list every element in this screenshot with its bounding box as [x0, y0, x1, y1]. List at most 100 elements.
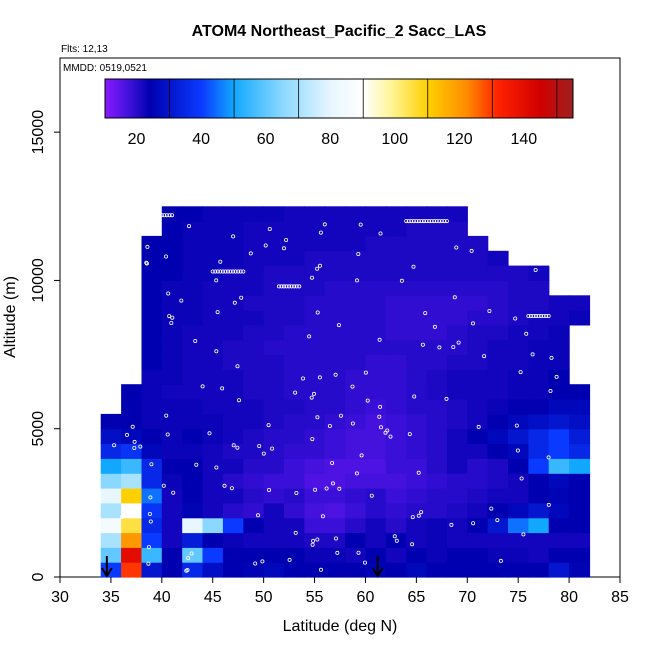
heatmap-cell — [345, 443, 367, 459]
track-point — [432, 219, 437, 224]
track-point — [495, 518, 500, 523]
x-tick-label: 50 — [255, 589, 273, 606]
track-point — [411, 264, 416, 269]
heatmap-cell — [406, 280, 428, 296]
track-point — [132, 439, 137, 444]
heatmap-cell — [446, 265, 468, 281]
track-point — [159, 213, 164, 218]
heatmap-cell — [508, 399, 529, 415]
heatmap-cell — [121, 399, 143, 415]
heatmap-cell — [243, 354, 265, 370]
heatmap-cell — [263, 384, 285, 400]
heatmap-cell — [569, 517, 591, 534]
heatmap-cell — [385, 473, 407, 489]
heatmap-cell — [385, 547, 407, 563]
heatmap-cell — [385, 250, 407, 267]
heatmap-cell — [141, 473, 163, 489]
track-point — [318, 230, 323, 235]
track-point — [419, 510, 424, 515]
heatmap-cell — [365, 339, 387, 356]
track-point — [315, 415, 320, 420]
heatmap-cell — [426, 310, 448, 326]
heatmap-cell — [324, 562, 346, 578]
heatmap-cell — [243, 562, 265, 578]
heatmap-cell — [406, 310, 428, 326]
heatmap-cell — [182, 354, 204, 370]
heatmap-cell — [263, 339, 285, 356]
heatmap-cell — [324, 443, 346, 459]
heatmap-cell — [385, 488, 407, 504]
heatmap-cell — [426, 369, 448, 385]
heatmap-cell — [243, 458, 265, 474]
track-point — [207, 431, 212, 436]
track-point — [533, 267, 538, 272]
y-axis: 0 5000 10000 15000 — [30, 110, 60, 581]
heatmap-cell — [487, 354, 509, 370]
x-tick-label: 85 — [611, 589, 629, 606]
heatmap-cell — [121, 502, 143, 519]
heatmap-cell — [182, 324, 204, 341]
track-point — [164, 413, 169, 418]
heatmap-cell — [446, 458, 468, 474]
heatmap-cell — [284, 532, 305, 548]
track-point — [442, 219, 447, 224]
heatmap-cell — [569, 473, 591, 489]
track-point — [482, 354, 487, 359]
track-point — [310, 542, 315, 547]
heatmap-cell — [528, 295, 550, 311]
x-tick-label: 45 — [204, 589, 222, 606]
y-tick-label: 10000 — [30, 258, 47, 303]
heatmap-cell — [304, 265, 326, 281]
track-point — [434, 219, 439, 224]
heatmap-cell — [528, 547, 550, 563]
heatmap-cell — [406, 443, 428, 459]
x-tick-label: 70 — [458, 589, 476, 606]
heatmap-cell — [222, 443, 244, 459]
heatmap-cell — [304, 399, 326, 415]
heatmap-cell — [222, 384, 244, 400]
heatmap-cell — [324, 221, 346, 237]
track-point — [424, 219, 429, 224]
track-point — [333, 372, 338, 377]
heatmap-cell — [141, 488, 163, 504]
track-point — [498, 558, 503, 563]
heatmap-cell — [385, 339, 407, 356]
heatmap-cell — [487, 502, 509, 519]
heatmap-cell — [182, 458, 204, 474]
heatmap-cell — [202, 354, 224, 370]
x-axis-label: Latitude (deg N) — [283, 618, 398, 635]
heatmap-cell — [385, 502, 407, 519]
heatmap-cell — [263, 324, 285, 341]
track-point — [322, 222, 327, 227]
heatmap-cell — [406, 547, 428, 563]
heatmap-cell — [548, 354, 570, 370]
heatmap-cell — [222, 458, 244, 474]
heatmap-cell — [202, 369, 224, 385]
heatmap-cell — [467, 324, 489, 341]
heatmap-cell — [426, 547, 448, 563]
heatmap-cell — [304, 413, 326, 430]
track-point — [266, 423, 271, 428]
heatmap-cell — [324, 295, 346, 311]
heatmap-cell — [263, 517, 285, 534]
heatmap-cell — [263, 473, 285, 489]
heatmap-cell — [487, 324, 509, 341]
heatmap-cell — [446, 562, 468, 578]
track-point — [162, 213, 167, 218]
track-point — [138, 444, 143, 449]
heatmap-cell — [202, 399, 224, 415]
heatmap-cell — [243, 532, 265, 548]
heatmap-cell — [569, 547, 591, 563]
track-point — [189, 551, 194, 556]
heatmap-cell — [121, 488, 143, 504]
heatmap-cell — [324, 310, 346, 326]
heatmap-cell — [385, 562, 407, 578]
heatmap-cell — [487, 265, 509, 281]
heatmap-cell — [222, 250, 244, 267]
heatmap-cell — [141, 517, 163, 534]
heatmap-cell — [161, 250, 183, 267]
track-point — [220, 269, 225, 274]
track-point — [231, 443, 236, 448]
colorbar-tick-label: 60 — [257, 131, 275, 148]
heatmap-cell — [426, 235, 448, 252]
